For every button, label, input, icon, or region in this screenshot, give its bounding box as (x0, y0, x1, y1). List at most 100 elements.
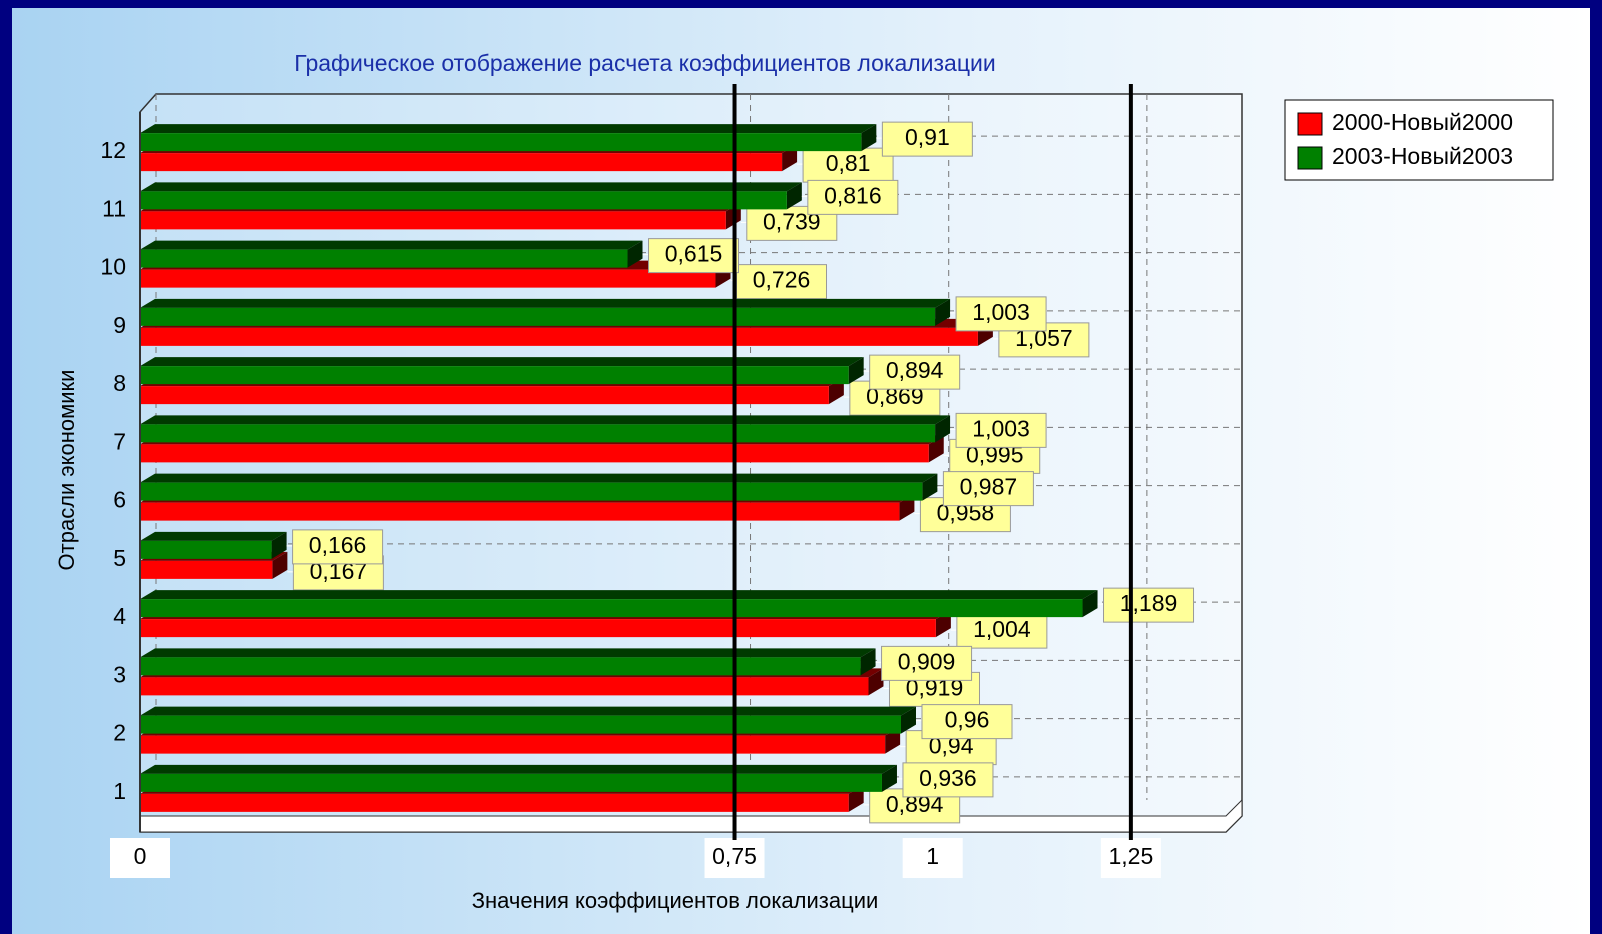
value-label: 0,96 (945, 707, 990, 733)
bar (140, 657, 861, 676)
legend-swatch (1297, 112, 1323, 136)
value-label-box (956, 613, 1048, 649)
bar-end (935, 415, 951, 443)
value-label-box (1103, 587, 1195, 623)
y-tick-label: 3 (113, 661, 126, 687)
value-label: 0,91 (905, 124, 950, 150)
bar-end (848, 357, 864, 385)
bar-top (140, 648, 876, 658)
bar (140, 269, 716, 288)
bar-top (140, 473, 938, 483)
y-tick-label: 9 (113, 312, 126, 338)
bar-end (860, 648, 876, 676)
x-tick-label: 0,75 (712, 843, 757, 869)
value-label-box (869, 354, 961, 390)
bar-top (140, 531, 287, 541)
bar-top (140, 590, 1098, 600)
bar-end (868, 668, 884, 696)
value-label-box (648, 238, 740, 274)
value-label-box (802, 147, 894, 183)
bar-end (881, 764, 897, 792)
y-tick-label: 4 (113, 603, 126, 629)
bar (140, 153, 783, 172)
bar-top (140, 415, 951, 425)
bar (140, 444, 929, 463)
value-label: 0,166 (309, 532, 367, 558)
bar-end (900, 706, 916, 734)
value-label-box (942, 471, 1034, 507)
bar-top (140, 357, 864, 367)
y-tick-label: 10 (100, 254, 126, 280)
bar-end (922, 473, 938, 501)
value-label: 0,909 (898, 648, 956, 674)
tick-label-box (110, 838, 170, 878)
legend-swatch (1297, 146, 1323, 170)
y-axis-label: Отрасли экономики (54, 370, 79, 571)
bar (140, 424, 936, 443)
legend (1284, 99, 1554, 181)
bar-end (271, 531, 287, 559)
value-label-box (736, 264, 828, 300)
value-label: 0,81 (826, 150, 871, 176)
bar-end (627, 240, 643, 268)
bar-top (140, 764, 897, 774)
bar-top (140, 298, 951, 308)
y-tick-label: 12 (100, 137, 126, 163)
bar (140, 715, 901, 734)
value-label-box (292, 529, 384, 565)
bar (140, 677, 869, 696)
value-label: 1,003 (972, 415, 1030, 441)
value-label: 0,936 (919, 765, 977, 791)
y-tick-label: 11 (102, 195, 126, 221)
bar (140, 599, 1083, 618)
value-label-box (955, 296, 1047, 332)
bar (140, 366, 849, 385)
y-tick-label: 2 (113, 720, 126, 746)
value-label: 1,189 (1120, 590, 1178, 616)
x-tick-label: 1 (926, 843, 939, 869)
y-tick-label: 1 (113, 778, 126, 804)
value-label: 0,894 (886, 357, 944, 383)
bar (140, 133, 862, 152)
bar-top (140, 182, 802, 192)
legend-label: 2000-Новый2000 (1332, 109, 1513, 135)
bar (140, 793, 849, 812)
bar (140, 773, 882, 792)
bar-end (1082, 590, 1098, 618)
bar-top (140, 124, 877, 134)
bar (140, 327, 978, 346)
y-tick-label: 7 (113, 428, 126, 454)
value-label-box (921, 704, 1013, 740)
value-label: 1,004 (973, 616, 1031, 642)
bar (140, 540, 272, 559)
bar (140, 560, 273, 579)
y-tick-label: 8 (113, 370, 126, 396)
tick-label-box (902, 838, 963, 878)
bar-end (786, 182, 802, 210)
value-label-box (881, 121, 973, 157)
bar (140, 191, 787, 210)
bar-top (140, 240, 643, 250)
value-label: 0,816 (824, 182, 882, 208)
y-tick-label: 5 (113, 545, 126, 571)
chart-title: Графическое отображение расчета коэффици… (294, 50, 995, 76)
bar (140, 249, 628, 268)
bar-top (140, 706, 916, 716)
bar (140, 211, 726, 230)
bar-end (272, 551, 288, 579)
value-label: 0,726 (753, 267, 811, 293)
tick-label-box (1100, 838, 1161, 878)
x-axis-label: Значения коэффициентов локализации (472, 888, 879, 913)
value-label-box (902, 762, 994, 798)
bar (140, 502, 900, 521)
tick-label-box (704, 838, 765, 878)
bar (140, 307, 936, 326)
bar (140, 482, 923, 501)
bar-end (935, 298, 951, 326)
value-label: 0,615 (665, 241, 723, 267)
x-tick-label: 0 (134, 843, 147, 869)
x-tick-label: 1,25 (1108, 843, 1153, 869)
value-label: 0,987 (960, 474, 1018, 500)
